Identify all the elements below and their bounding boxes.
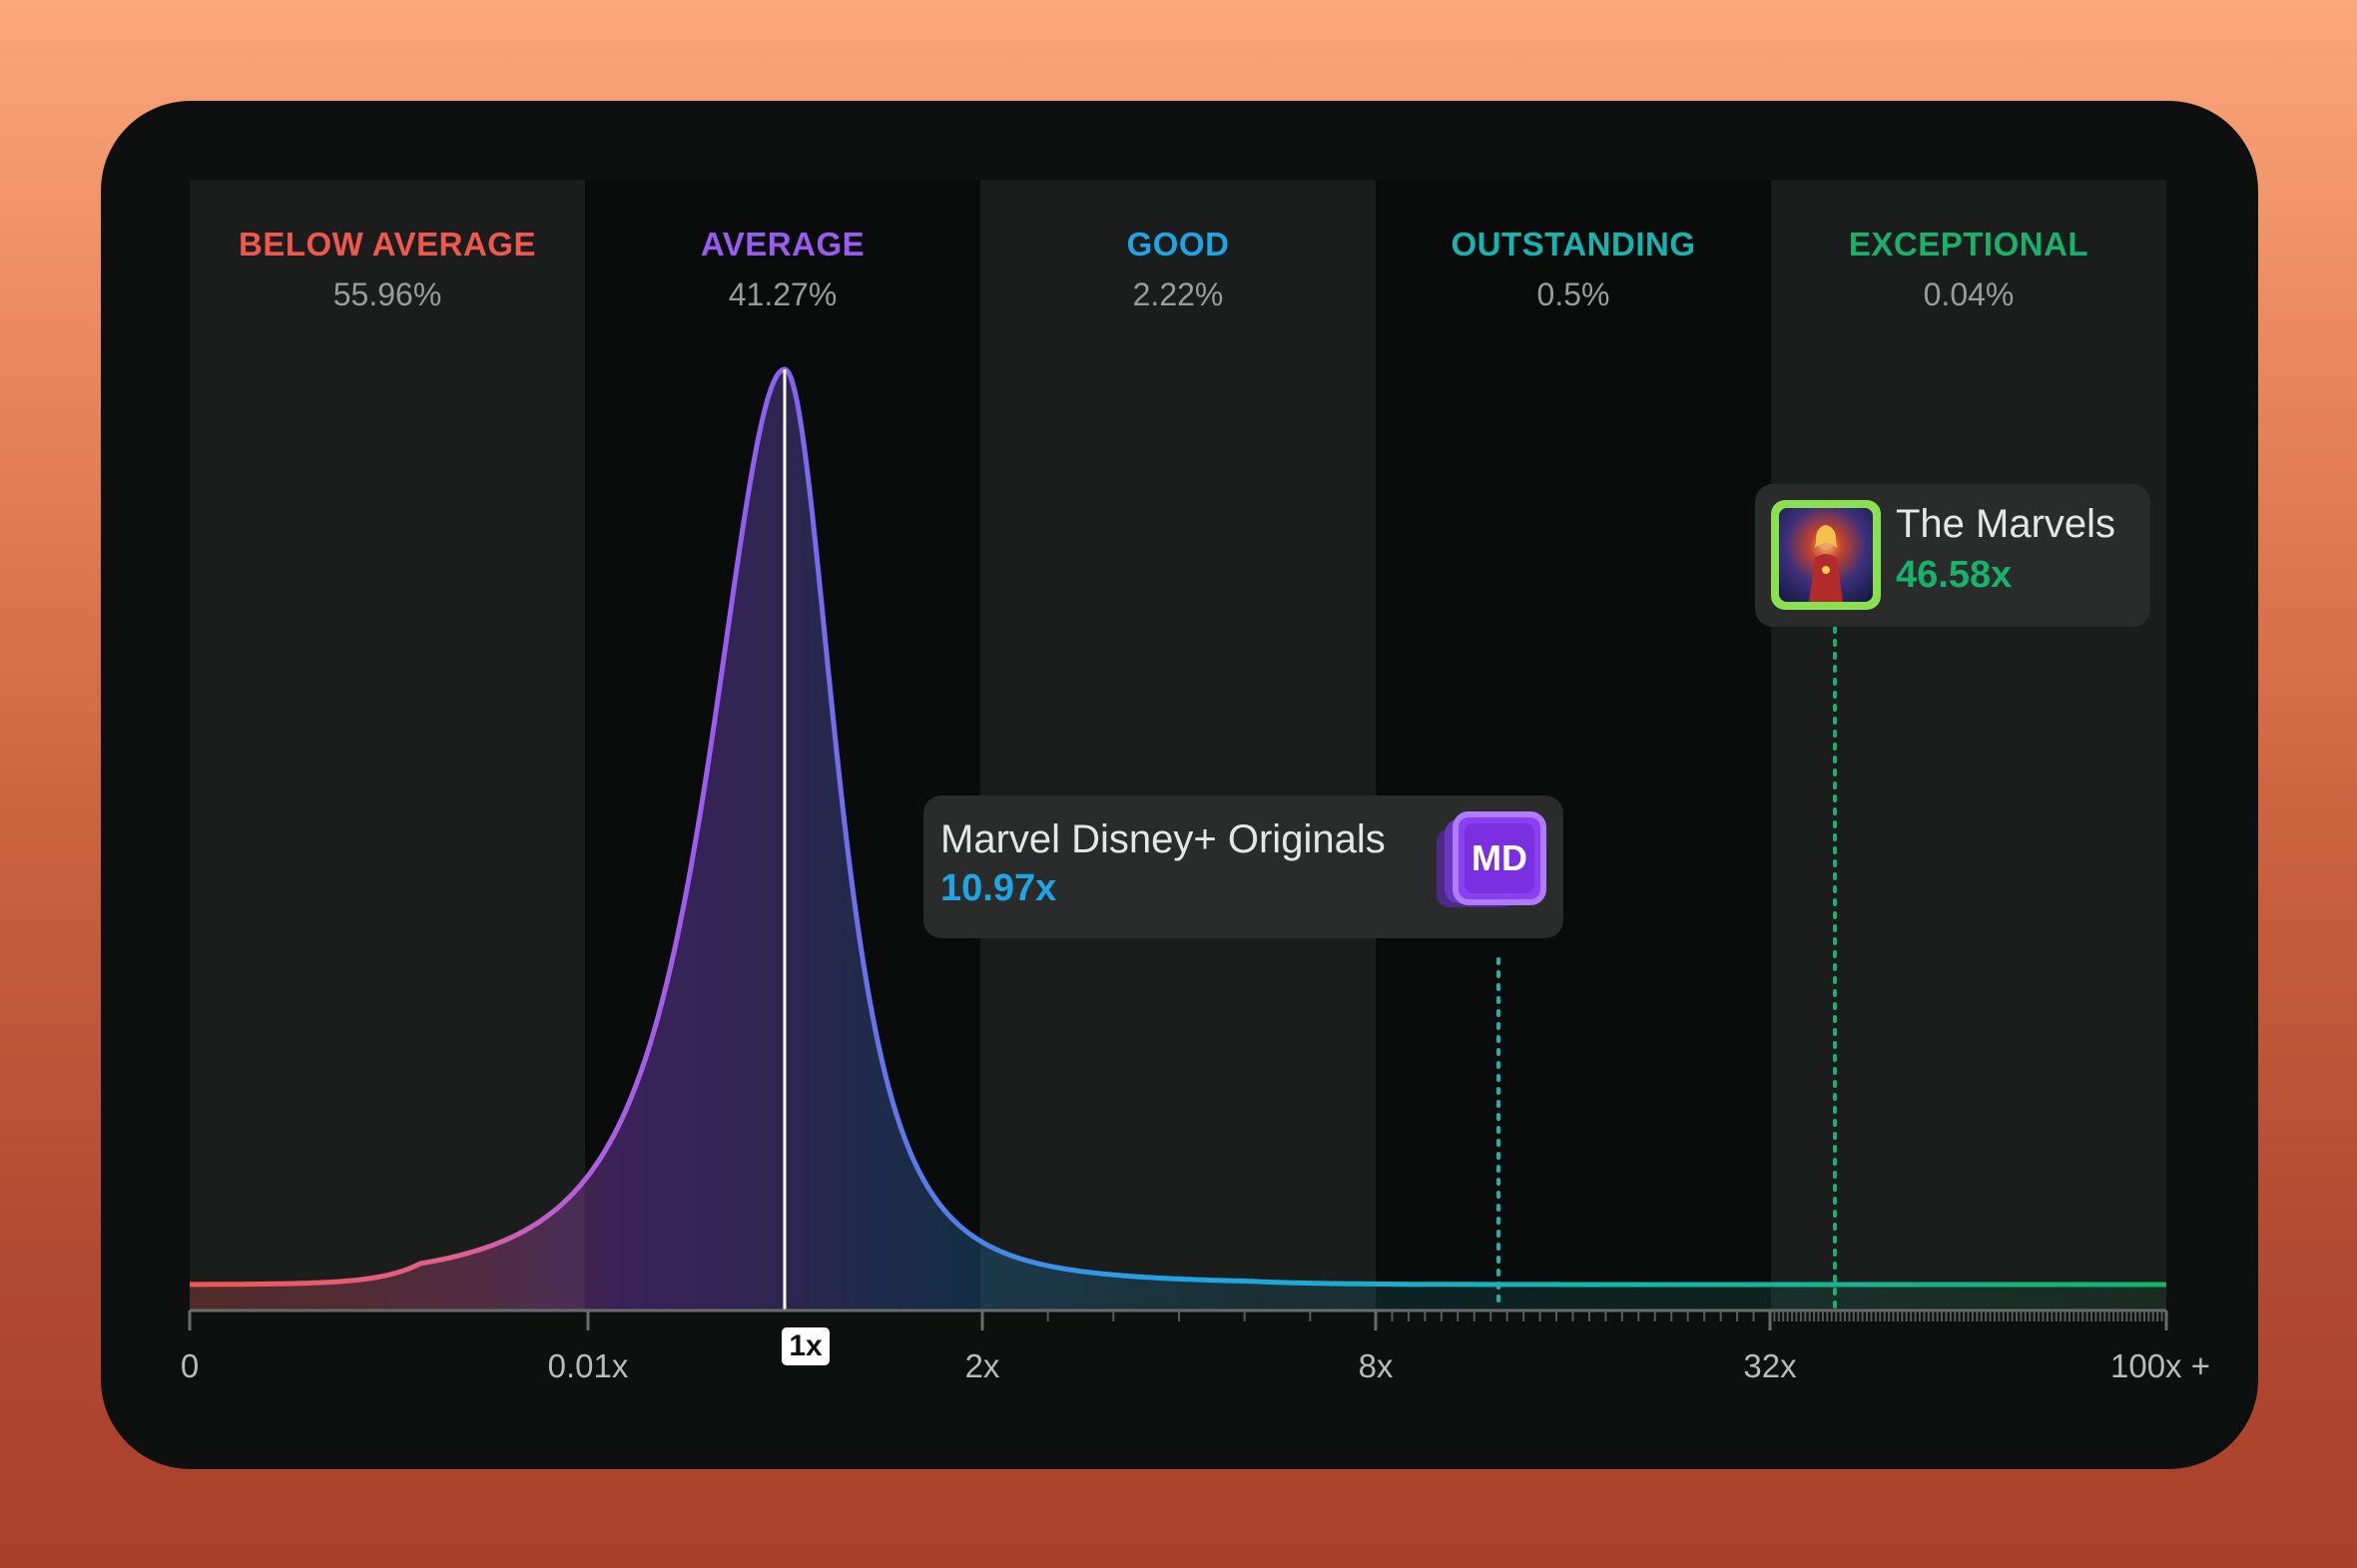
x-tick-label: 2x	[964, 1347, 1000, 1384]
x-tick-label: 100x +	[2110, 1347, 2210, 1384]
chart-card: BELOW AVERAGE 55.96% AVERAGE 41.27% GOOD…	[101, 101, 2258, 1469]
tooltip-title: The Marvels	[1896, 502, 2116, 546]
stacked-md-icon: MD	[1453, 811, 1546, 905]
band-label: OUTSTANDING	[1451, 226, 1696, 262]
x-axis-major-ticks	[188, 1310, 2168, 1330]
tooltip-the-marvels[interactable]: The Marvels 46.58x	[1755, 484, 2150, 627]
band-good: GOOD 2.22%	[980, 180, 1376, 1310]
band-below-average: BELOW AVERAGE 55.96%	[190, 180, 585, 1310]
tooltip-marvel-disney-originals[interactable]: Marvel Disney+ Originals 10.97x MD	[923, 795, 1563, 938]
tooltip-value: 10.97x	[940, 867, 1057, 909]
poster-image	[1779, 508, 1873, 602]
x-tick-label: 0	[180, 1347, 200, 1384]
band-percent: 0.5%	[1536, 276, 1610, 312]
x-axis-minor-ticks	[1046, 1310, 2163, 1321]
distribution-curve	[190, 366, 2166, 1288]
distribution-area-fill	[190, 369, 2166, 1310]
band-outstanding: OUTSTANDING 0.5%	[1376, 180, 1771, 1310]
peak-marker-badge: 1x	[782, 1327, 830, 1365]
band-percent: 2.22%	[1132, 276, 1224, 312]
x-tick-label: 8x	[1358, 1347, 1394, 1384]
distribution-chart	[188, 366, 2168, 1330]
band-label: AVERAGE	[700, 226, 866, 262]
band-percent: 41.27%	[728, 276, 838, 312]
md-icon-text: MD	[1465, 823, 1534, 893]
band-percent: 0.04%	[1923, 276, 2015, 312]
band-label: EXCEPTIONAL	[1848, 226, 2089, 262]
band-label: BELOW AVERAGE	[238, 226, 536, 262]
x-tick-label: 0.01x	[547, 1347, 629, 1384]
band-label: GOOD	[1126, 226, 1230, 262]
movie-poster-thumbnail	[1771, 500, 1881, 610]
poster-figure-icon	[1809, 525, 1843, 602]
band-percent: 55.96%	[332, 276, 442, 312]
x-tick-label: 32x	[1743, 1347, 1797, 1384]
tooltip-value: 46.58x	[1896, 554, 2013, 596]
tooltip-title: Marvel Disney+ Originals	[940, 817, 1386, 861]
